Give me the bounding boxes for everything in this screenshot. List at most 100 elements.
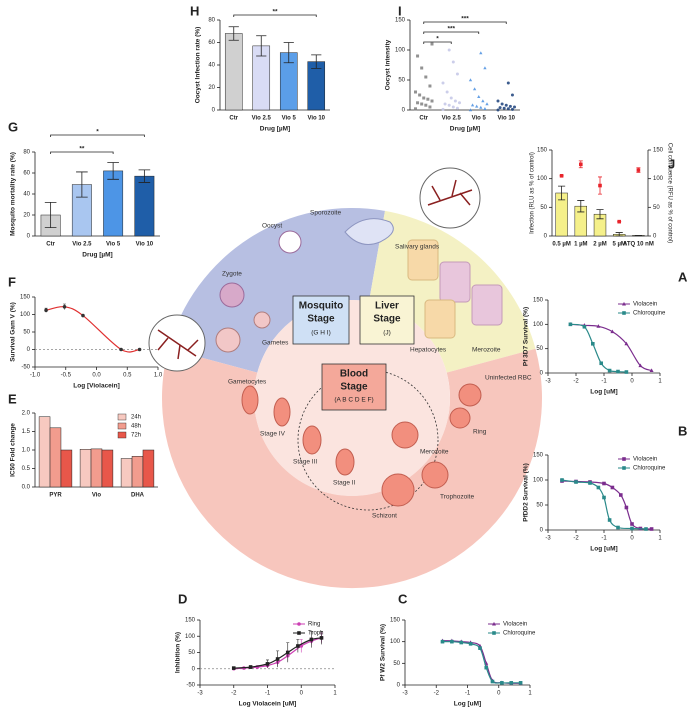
y-tick-label: 150 xyxy=(537,148,548,154)
blood-stage-box xyxy=(321,363,387,411)
y2-tick-label: 150 xyxy=(653,148,664,154)
x-tick-label: 2 µM xyxy=(593,242,606,248)
marker xyxy=(624,341,629,346)
y-tick-label: 100 xyxy=(533,322,544,328)
stage-panels: (A B C D E F) xyxy=(334,397,373,404)
y-tick-label: 100 xyxy=(395,48,406,54)
marker xyxy=(649,527,654,531)
hepatocyte xyxy=(407,239,439,281)
marker xyxy=(428,84,432,88)
y-tick-label: 0 xyxy=(540,371,544,377)
error-bar xyxy=(283,42,294,64)
y-tick-label: 0.0 xyxy=(22,485,31,491)
y-tick-label: 50 xyxy=(398,78,405,84)
panel: F -50 0 50 100 150 -1.0 -0.5 0.0 0.5 1.0 Survival G… xyxy=(8,274,163,389)
cycle-label: Merozoite xyxy=(472,347,501,354)
x-tick-label: 1 xyxy=(528,691,532,697)
gamete-cell xyxy=(253,311,271,329)
error-bar xyxy=(311,54,322,69)
panel: B 0 50 100 150 -3 -2 -1 0 1 PfDD2 Survival (%) Log … xyxy=(523,423,688,552)
legend-label: 72h xyxy=(131,433,141,439)
marker xyxy=(248,665,253,669)
x-tick-label: -3 xyxy=(545,379,551,385)
legend-swatch xyxy=(117,422,127,430)
cycle-label: Ring xyxy=(473,429,487,436)
stage-sub: Stage xyxy=(340,382,368,393)
marker xyxy=(424,75,428,79)
x-axis-label: Drug [µM] xyxy=(82,252,112,259)
hepatocyte xyxy=(471,284,503,326)
x-tick-label: -1 xyxy=(601,379,607,385)
cycle-label: Stage IV xyxy=(260,431,286,438)
y-axis-label: Survival Gam V (%) xyxy=(10,302,17,362)
stage-name: Liver xyxy=(375,301,399,312)
marker xyxy=(62,305,67,309)
y-tick-label: 40 xyxy=(208,63,215,69)
cycle-label: Gametocytes xyxy=(228,379,267,386)
cycle-label: Sporozoite xyxy=(310,210,341,217)
marker xyxy=(447,103,451,107)
stage-sub: Stage xyxy=(373,314,401,325)
x-tick-label: Vio 2.5 xyxy=(72,242,92,248)
stage-name: Mosquito xyxy=(299,301,343,312)
significance-label: *** xyxy=(461,16,469,23)
marker xyxy=(416,54,420,58)
marker xyxy=(455,106,459,110)
panel-letter: I xyxy=(398,3,402,18)
x-tick-label: -3 xyxy=(545,536,551,542)
marker xyxy=(607,368,612,373)
marker xyxy=(231,666,236,670)
y-tick-label: 50 xyxy=(188,650,195,656)
x-tick-label: Vio xyxy=(92,493,102,499)
y-tick-label: 0 xyxy=(192,666,196,672)
x-tick-label: 0 xyxy=(497,691,501,697)
y-axis-label: Inhibition (%) xyxy=(175,632,182,673)
significance-label: * xyxy=(96,129,99,136)
panel: E 0.0 0.5 1.0 1.5 2.0 PYR Vio DHA IC50 Fold chang… xyxy=(8,391,158,499)
y2-tick-label: 50 xyxy=(653,205,660,211)
marker xyxy=(441,81,445,85)
x-tick-label: -1.0 xyxy=(30,373,41,379)
marker xyxy=(81,313,85,318)
y-tick-label: 50 xyxy=(536,346,543,352)
marker xyxy=(451,105,455,109)
x-tick-label: Vio 10 xyxy=(497,116,515,122)
panel-letter: J xyxy=(668,156,675,171)
error-bar xyxy=(107,162,119,180)
significance-label: * xyxy=(436,36,439,43)
marker xyxy=(630,522,634,526)
error-bar xyxy=(615,232,623,237)
marker xyxy=(498,106,502,110)
marker xyxy=(630,526,634,531)
marker xyxy=(607,518,612,522)
marker xyxy=(582,324,587,329)
x-tick-label: 1.0 xyxy=(154,373,163,379)
marker xyxy=(510,93,514,97)
x-tick-label: -2 xyxy=(231,691,237,697)
significance-bracket xyxy=(423,31,480,34)
marker xyxy=(420,66,424,70)
x-axis-label: Log [uM] xyxy=(590,546,617,553)
bar xyxy=(60,449,73,488)
stage-name: Blood xyxy=(340,369,368,380)
marker xyxy=(296,644,300,648)
y-tick-label: 0 xyxy=(397,683,401,689)
cycle-label: Hepatocytes xyxy=(410,347,447,354)
y2-tick-label: 0 xyxy=(653,234,657,240)
y-tick-label: 50 xyxy=(23,330,30,336)
marker xyxy=(622,301,626,306)
panel-letter: A xyxy=(678,269,688,284)
marker xyxy=(496,99,500,103)
marker xyxy=(428,105,432,109)
bar xyxy=(224,33,243,111)
marker xyxy=(506,81,510,85)
error-bar xyxy=(138,169,151,183)
marker xyxy=(297,631,301,635)
x-tick-label: 1 xyxy=(658,379,662,385)
panel-letter: G xyxy=(8,119,18,134)
panel-letter: F xyxy=(8,274,16,289)
marker xyxy=(616,369,620,374)
x-tick-label: 0 xyxy=(300,691,304,697)
x-tick-label: ATQ 10 nM xyxy=(623,242,654,248)
